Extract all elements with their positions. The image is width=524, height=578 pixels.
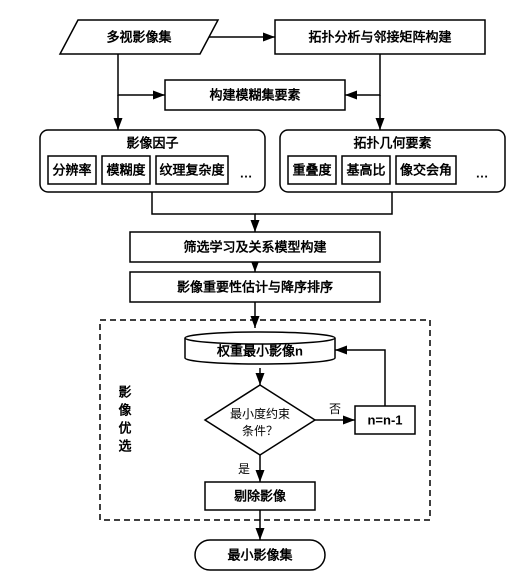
img_ell: …	[240, 165, 253, 180]
img_factor_group-label: 影像因子	[126, 135, 178, 150]
topo_build-label: 拓扑分析与邻接矩阵构建	[308, 29, 451, 44]
decision-label1: 最小度约束	[230, 406, 290, 421]
dashed_group-side-label: 像	[118, 402, 132, 417]
resolution-label: 分辨率	[52, 162, 91, 177]
filter_learn-label: 筛选学习及关系模型构建	[183, 239, 326, 254]
dashed_group-side-label: 影	[118, 384, 131, 399]
min_weight-label: 权重最小影像n	[216, 343, 303, 358]
model_elements-label: 构建模糊集要素	[209, 87, 300, 102]
edge	[255, 192, 392, 214]
input-label: 多视影像集	[106, 29, 172, 44]
texture-label: 纹理复杂度	[159, 162, 225, 177]
topo_ell: …	[476, 165, 489, 180]
edge	[335, 350, 385, 406]
topo_geom_group-label: 拓扑几何要素	[353, 135, 431, 150]
intersect-label: 像交会角	[400, 162, 452, 177]
importance-label: 影像重要性估计与降序排序	[177, 279, 333, 294]
edge-label: 是	[238, 462, 250, 476]
baseheight-label: 基高比	[345, 162, 385, 177]
edge-label: 否	[329, 402, 341, 416]
overlap-label: 重叠度	[292, 162, 332, 177]
dashed_group-side-label: 优	[118, 420, 131, 435]
edge	[118, 54, 165, 95]
n_minus-label: n=n-1	[367, 412, 402, 427]
blur-label: 模糊度	[106, 162, 146, 177]
edge	[152, 192, 255, 232]
dashed_group-side-label: 选	[118, 438, 131, 453]
output-label: 最小影像集	[227, 547, 293, 562]
delete_img-label: 剔除影像	[233, 488, 287, 503]
edge	[345, 54, 380, 95]
decision-label2: 条件？	[242, 424, 278, 438]
